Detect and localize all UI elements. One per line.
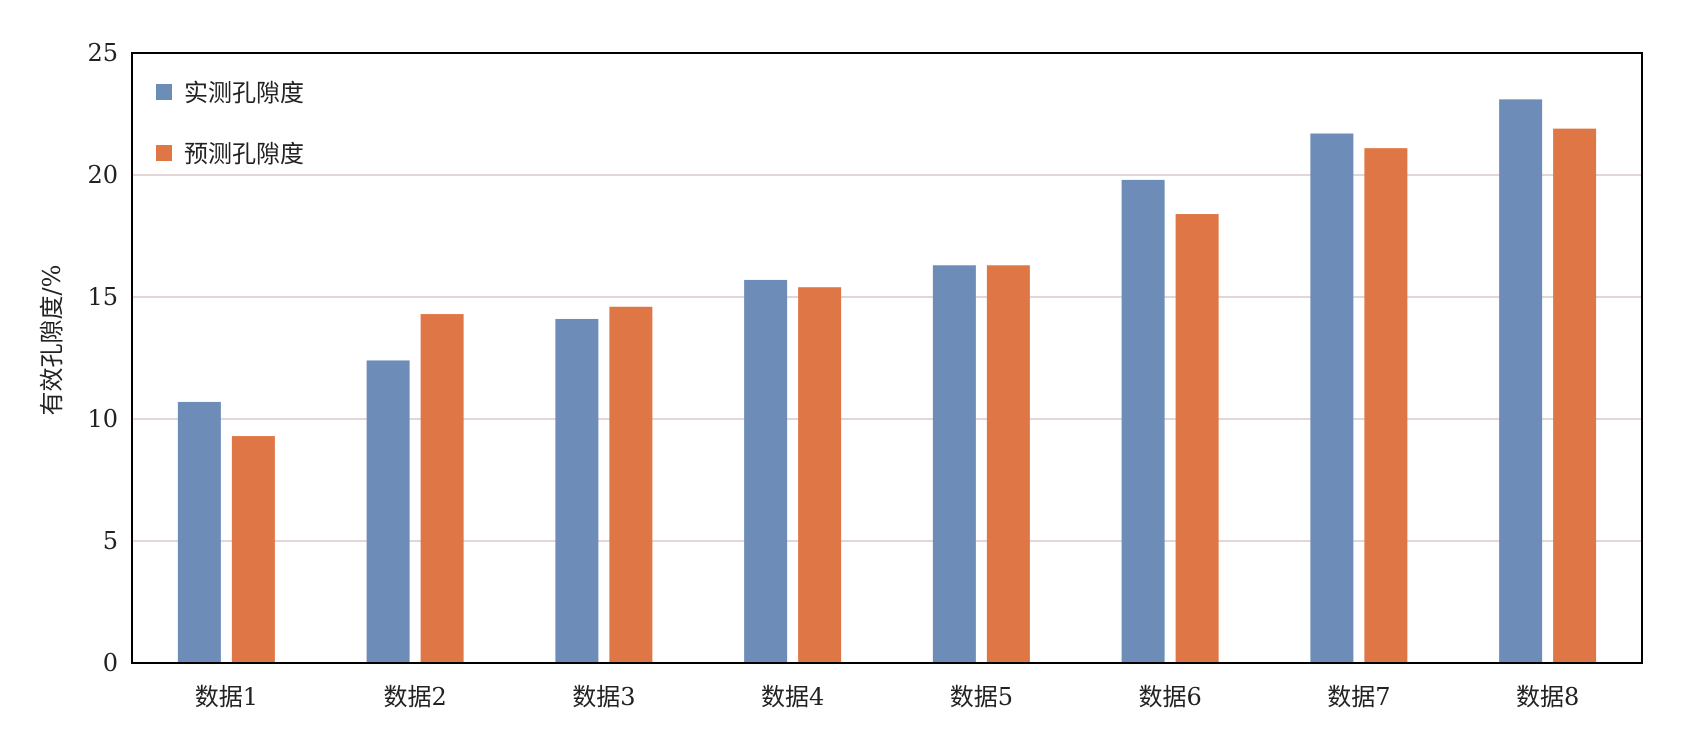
legend-label-predicted: 预测孔隙度 [184, 140, 304, 168]
grid-lines [132, 174, 1642, 542]
bar-predicted-4 [798, 287, 842, 663]
x-tick-label: 数据6 [1138, 683, 1201, 711]
bar-measured-3 [555, 318, 599, 663]
x-tick-label: 数据5 [950, 683, 1013, 711]
y-tick-label: 15 [87, 283, 118, 311]
y-tick-label: 0 [103, 649, 118, 677]
y-tick-label: 5 [103, 527, 118, 555]
plot-frame [131, 52, 1643, 664]
bar-measured-2 [366, 360, 410, 663]
y-axis-title: 有效孔隙度/% [38, 265, 66, 416]
y-tick-label: 25 [87, 39, 118, 67]
y-tick-label: 10 [87, 405, 118, 433]
bar-measured-4 [744, 279, 788, 663]
bar-predicted-8 [1553, 128, 1597, 663]
bar-predicted-7 [1364, 148, 1408, 663]
x-tick-label: 数据2 [383, 683, 446, 711]
bar-measured-8 [1499, 99, 1543, 664]
x-tick-label: 数据3 [572, 683, 635, 711]
x-tick-label: 数据7 [1327, 683, 1390, 711]
bar-measured-7 [1310, 133, 1354, 663]
bar-predicted-3 [609, 306, 653, 663]
x-tick-label: 数据8 [1516, 683, 1579, 711]
bar-predicted-1 [231, 436, 275, 663]
bar-predicted-5 [986, 265, 1030, 663]
x-tick-label: 数据1 [195, 683, 258, 711]
x-tick-label: 数据4 [761, 683, 824, 711]
bar-measured-6 [1121, 179, 1165, 663]
y-tick-label: 20 [87, 161, 118, 189]
bar-predicted-6 [1175, 214, 1219, 664]
bar-predicted-2 [420, 314, 464, 663]
y-tick-labels: 0 5 10 15 20 25 [87, 39, 118, 677]
legend-label-measured: 实测孔隙度 [184, 79, 304, 107]
bar-measured-1 [177, 401, 221, 663]
legend-swatch-predicted [156, 145, 172, 161]
legend-swatch-measured [156, 84, 172, 100]
legend: 实测孔隙度 预测孔隙度 [156, 79, 304, 168]
x-tick-labels: 数据1 数据2 数据3 数据4 数据5 数据6 数据7 数据8 [195, 683, 1580, 711]
bar-measured-5 [932, 265, 976, 663]
bars [177, 99, 1597, 664]
